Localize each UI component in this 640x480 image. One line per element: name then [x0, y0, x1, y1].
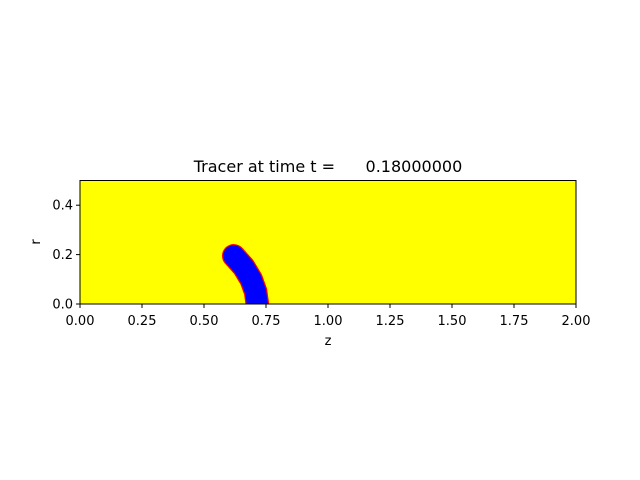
x-tick-label: 0.00 [66, 314, 95, 329]
y-tick-label: 0.4 [52, 199, 73, 214]
y-tick-label: 0.2 [52, 248, 73, 263]
x-tick-label: 1.75 [500, 314, 529, 329]
x-tick-label: 0.75 [252, 314, 281, 329]
chart-title: Tracer at time t = 0.18000000 [193, 157, 463, 176]
x-tick-label: 1.00 [314, 314, 343, 329]
plot-area [79, 180, 577, 305]
x-axis-ticks: 0.00 0.25 0.50 0.75 1.00 1.25 1.50 1.75 2.00 [66, 304, 591, 329]
x-tick-label: 1.50 [438, 314, 467, 329]
x-axis-label: z [325, 334, 332, 349]
x-tick-label: 0.25 [128, 314, 157, 329]
y-tick-label: 0.0 [52, 298, 73, 313]
x-tick-label: 0.50 [190, 314, 219, 329]
tracer-blob [223, 245, 268, 304]
tracer-field-background [80, 180, 576, 304]
x-tick-label: 2.00 [562, 314, 591, 329]
x-tick-label: 1.25 [376, 314, 405, 329]
y-axis-label: r [29, 239, 44, 245]
y-axis-ticks: 0.0 0.2 0.4 [52, 199, 80, 313]
